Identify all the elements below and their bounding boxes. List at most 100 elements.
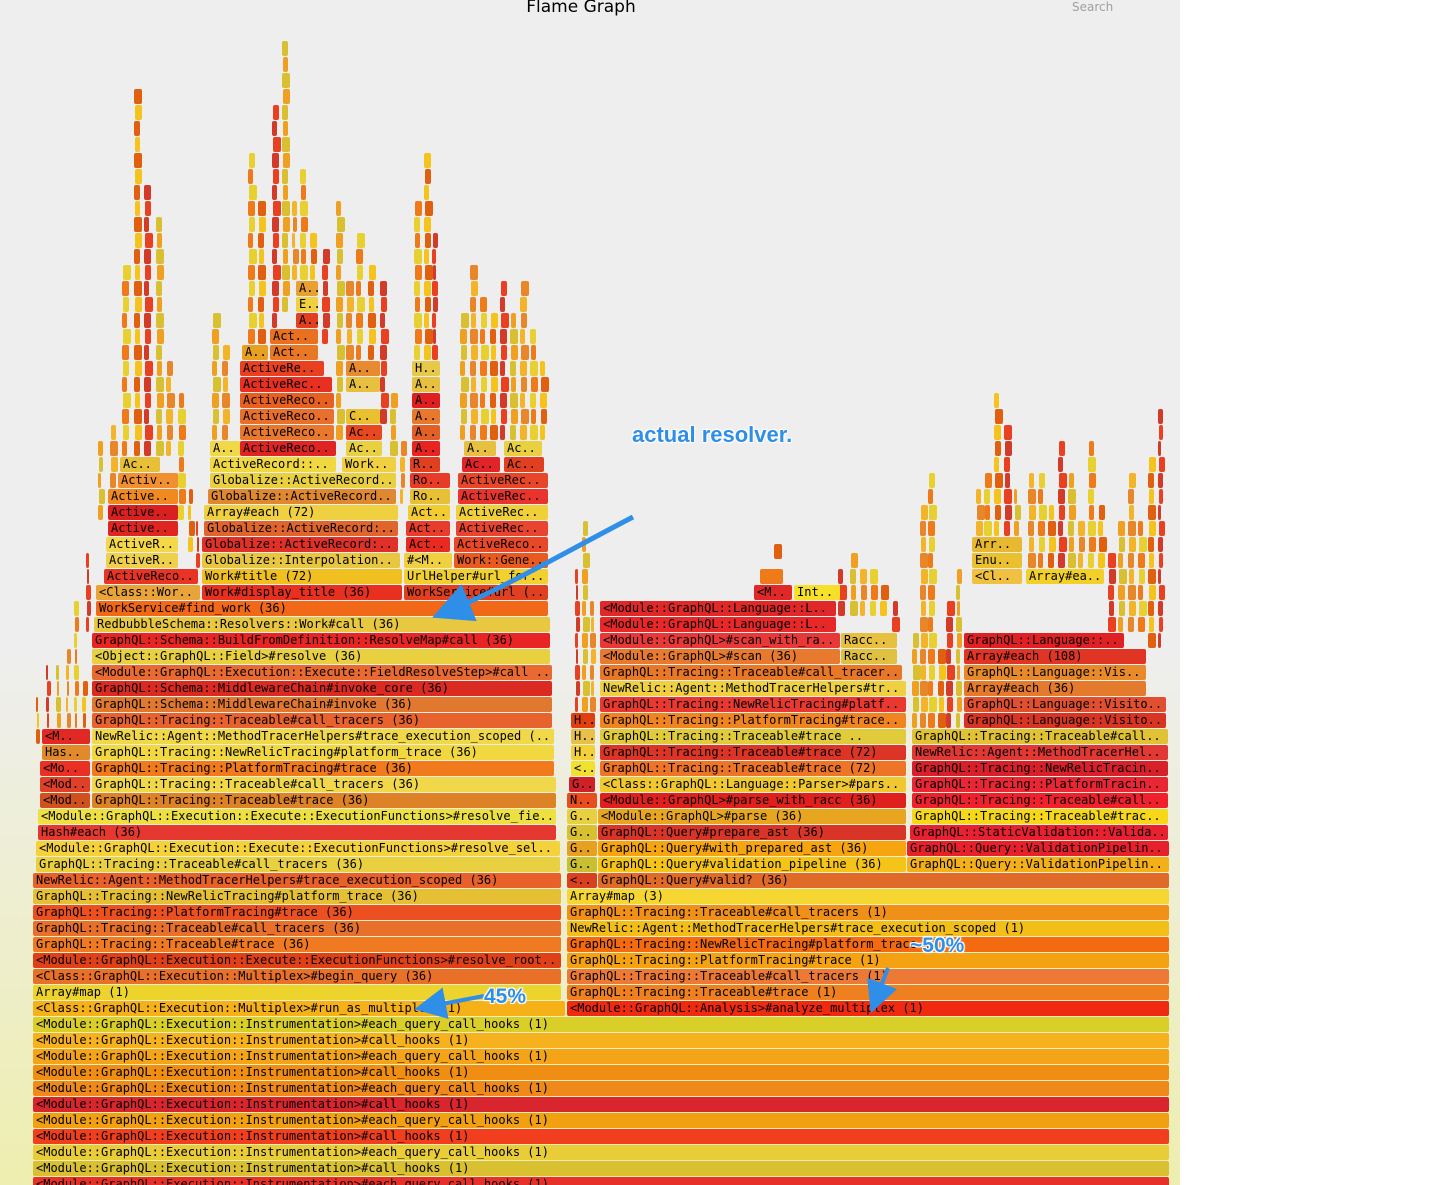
flame-frame-minor[interactable]: [540, 393, 547, 408]
flame-frame[interactable]: Ac..: [504, 441, 542, 456]
flame-frame-minor[interactable]: [1118, 617, 1123, 632]
flame-frame-minor[interactable]: [213, 313, 221, 328]
flame-frame-minor[interactable]: [470, 361, 476, 376]
flame-frame[interactable]: H..: [571, 745, 596, 760]
flame-frame-minor[interactable]: [212, 425, 217, 440]
flame-frame[interactable]: GraphQL::Tracing::Traceable#trace ..: [600, 729, 906, 744]
flame-frame-minor[interactable]: [540, 425, 545, 440]
flame-frame-minor[interactable]: [111, 425, 116, 440]
flame-frame-minor[interactable]: [1159, 585, 1165, 600]
flame-frame-minor[interactable]: [1028, 521, 1034, 536]
flame-frame-minor[interactable]: [273, 233, 279, 248]
flame-frame-minor[interactable]: [1098, 521, 1103, 536]
flame-frame[interactable]: ActiveRec..: [456, 505, 548, 520]
flame-frame-minor[interactable]: [282, 169, 288, 184]
flame-frame[interactable]: <Module::GraphQL::Language::L..: [600, 601, 836, 616]
flame-frame-minor[interactable]: [135, 233, 142, 248]
flame-frame-minor[interactable]: [369, 297, 374, 312]
flame-frame-minor[interactable]: [272, 281, 279, 296]
flame-frame-minor[interactable]: [56, 665, 59, 680]
flame-frame[interactable]: GraphQL::Tracing::Traceable#call_tracer.…: [600, 665, 902, 680]
flame-frame-minor[interactable]: [414, 217, 420, 232]
flame-frame-minor[interactable]: [838, 569, 843, 584]
flame-frame-minor[interactable]: [249, 217, 255, 232]
flame-frame-minor[interactable]: [99, 457, 103, 472]
flame-frame-minor[interactable]: [188, 537, 193, 552]
flame-frame-minor[interactable]: [1005, 505, 1012, 520]
flame-frame-minor[interactable]: [222, 425, 228, 440]
flame-frame[interactable]: Globalize::ActiveRecord..: [208, 489, 396, 504]
flame-frame[interactable]: GraphQL::Tracing::NewRelicTracin..: [912, 761, 1168, 776]
flame-frame-minor[interactable]: [166, 409, 173, 424]
flame-frame-minor[interactable]: [381, 297, 387, 312]
flame-frame-minor[interactable]: [929, 697, 937, 712]
flame-frame-minor[interactable]: [1118, 585, 1125, 600]
flame-frame-minor[interactable]: [1099, 505, 1105, 520]
flame-frame-minor[interactable]: [179, 489, 186, 504]
flame-frame-minor[interactable]: [1069, 505, 1076, 520]
flame-frame-minor[interactable]: [123, 329, 131, 344]
flame-frame[interactable]: N..: [567, 793, 597, 808]
flame-frame-minor[interactable]: [86, 617, 89, 632]
flame-frame-minor[interactable]: [369, 329, 376, 344]
flame-frame-minor[interactable]: [336, 297, 343, 312]
flame-frame-minor[interactable]: [1138, 585, 1143, 600]
flame-frame-minor[interactable]: [336, 201, 341, 216]
flame-frame[interactable]: Active..: [108, 521, 178, 536]
flame-frame-minor[interactable]: [490, 425, 498, 440]
flame-frame-minor[interactable]: [249, 153, 255, 168]
flame-frame-minor[interactable]: [144, 185, 151, 200]
flame-frame-minor[interactable]: [1158, 537, 1163, 552]
flame-frame-minor[interactable]: [46, 665, 48, 680]
flame-frame[interactable]: WorkService#find_work (36): [96, 601, 548, 616]
flame-frame[interactable]: Activ..: [118, 473, 178, 488]
flame-frame[interactable]: GraphQL::Tracing::Traceable#call_tracers…: [92, 777, 556, 792]
flame-frame[interactable]: <..: [567, 873, 597, 888]
flame-frame-minor[interactable]: [576, 681, 580, 696]
flame-frame[interactable]: ActiveRec..: [456, 521, 548, 536]
flame-frame[interactable]: <Module::GraphQL>#scan_with_ra..: [600, 633, 840, 648]
flame-frame-minor[interactable]: [123, 297, 129, 312]
flame-frame-minor[interactable]: [461, 409, 467, 424]
flame-frame-minor[interactable]: [1079, 537, 1085, 552]
flame-frame-minor[interactable]: [1158, 409, 1163, 424]
flame-frame-minor[interactable]: [880, 601, 887, 616]
flame-frame-minor[interactable]: [415, 201, 422, 216]
flame-frame-minor[interactable]: [415, 329, 422, 344]
flame-frame[interactable]: GraphQL::Tracing::Traceable#trac..: [912, 809, 1168, 824]
flame-frame[interactable]: GraphQL::Tracing::PlatformTracing#trace …: [33, 905, 561, 920]
flame-frame-minor[interactable]: [1059, 441, 1065, 456]
flame-frame-minor[interactable]: [920, 553, 928, 568]
flame-frame-minor[interactable]: [590, 665, 594, 680]
flame-frame-minor[interactable]: [323, 249, 330, 264]
flame-frame-minor[interactable]: [424, 313, 429, 328]
flame-frame-minor[interactable]: [582, 569, 588, 584]
flame-frame-minor[interactable]: [156, 249, 164, 264]
flame-frame-minor[interactable]: [481, 345, 489, 360]
flame-frame-minor[interactable]: [501, 313, 509, 328]
flame-frame-minor[interactable]: [576, 617, 580, 632]
flame-frame-minor[interactable]: [1005, 441, 1012, 456]
flame-frame-minor[interactable]: [179, 457, 184, 472]
flame-frame-minor[interactable]: [920, 681, 928, 696]
flame-frame-minor[interactable]: [921, 569, 928, 584]
flame-frame[interactable]: E..: [296, 297, 321, 312]
flame-frame-minor[interactable]: [110, 441, 118, 456]
flame-frame-minor[interactable]: [921, 665, 926, 680]
flame-frame-minor[interactable]: [1058, 521, 1063, 536]
flame-frame-minor[interactable]: [1119, 537, 1125, 552]
flame-frame-minor[interactable]: [521, 377, 527, 392]
flame-frame-minor[interactable]: [520, 297, 527, 312]
flame-frame-minor[interactable]: [145, 265, 151, 280]
flame-frame[interactable]: #<M..: [404, 553, 452, 568]
flame-frame-minor[interactable]: [1089, 505, 1094, 520]
flame-frame-minor[interactable]: [156, 409, 162, 424]
flame-frame-minor[interactable]: [501, 345, 507, 360]
flame-frame-minor[interactable]: [500, 425, 505, 440]
flame-frame-minor[interactable]: [75, 713, 77, 728]
flame-frame-minor[interactable]: [301, 217, 308, 232]
flame-frame-minor[interactable]: [946, 649, 951, 664]
flame-frame[interactable]: G..: [567, 809, 597, 824]
flame-frame[interactable]: <Mod..: [40, 777, 90, 792]
flame-frame[interactable]: <Module::GraphQL::Execution::Instrumenta…: [33, 1065, 1169, 1080]
